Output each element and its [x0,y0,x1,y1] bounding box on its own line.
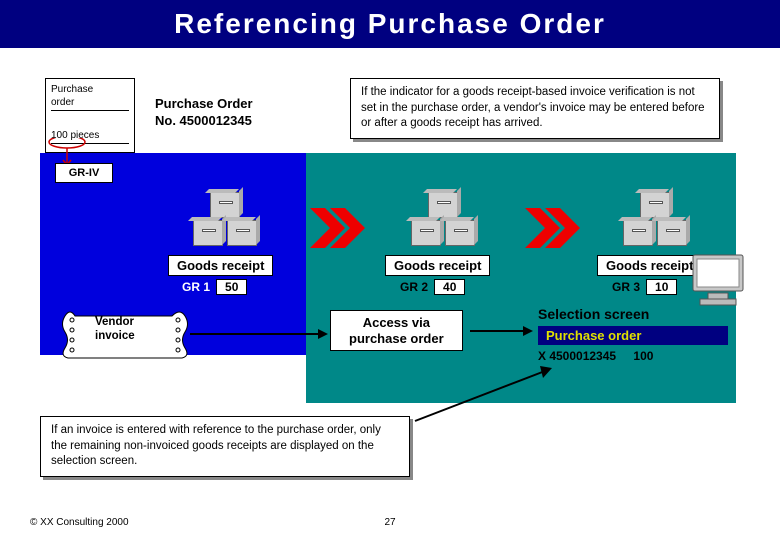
po-number-label: Purchase Order No. 4500012345 [155,96,253,130]
info-box-bottom: If an invoice is entered with reference … [40,416,410,477]
goods-boxes-3 [600,190,710,252]
gr2-val: 40 [434,279,465,295]
title-bar: Referencing Purchase Order [0,0,780,48]
vendor-l2: invoice [95,330,135,342]
selection-screen: Selection screen Purchase order X 450001… [538,306,728,363]
gr3-name: GR 3 [612,280,640,294]
diagram-area: Purchaseorder 100 pieces Purchase Order … [0,48,780,498]
gr2-name: GR 2 [400,280,428,294]
po-doc-line2: order [51,97,74,108]
access-via-po-box: Access via purchase order [330,310,463,351]
gr1-name: GR 1 [182,280,210,294]
gr1-val: 50 [216,279,247,295]
gr-sub-3: GR 3 10 [612,279,677,295]
selection-title: Selection screen [538,306,728,322]
po-doc-line1: Purchase [51,84,93,95]
gr3-val: 10 [646,279,677,295]
goods-boxes-2 [388,190,498,252]
chevron-1 [310,208,365,248]
goods-boxes-1 [170,190,280,252]
access-l1: Access via [363,315,430,330]
po-label-l2: No. 4500012345 [155,113,252,128]
vendor-l1: Vendor [95,316,134,328]
selection-row-val: 100 [633,349,653,363]
gr-sub-1: GR 1 50 [182,279,247,295]
chevron-2 [525,208,580,248]
vendor-invoice-label: Vendor invoice [95,316,135,344]
gr-sub-2: GR 2 40 [400,279,465,295]
page-number: 27 [384,517,395,528]
selection-row: X 4500012345 100 [538,349,728,363]
gr-title-2: Goods receipt [385,255,490,276]
gr-iv-checkbox: GR-IV [55,163,113,183]
page-title: Referencing Purchase Order [174,8,606,39]
arrow-vendor-to-access [190,326,330,346]
access-l2: purchase order [349,331,444,346]
info-box-top: If the indicator for a goods receipt-bas… [350,78,720,139]
footer-copyright: © XX Consulting 2000 [30,517,129,528]
monitor-icon [688,253,748,308]
selection-row-label: X 4500012345 [538,349,616,363]
po-label-l1: Purchase Order [155,96,253,111]
arrow-bottom-to-selection [410,366,560,426]
arrow-access-to-selection [470,323,535,343]
gr-title-1: Goods receipt [168,255,273,276]
gr-title-3: Goods receipt [597,255,702,276]
selection-bar: Purchase order [538,326,728,345]
